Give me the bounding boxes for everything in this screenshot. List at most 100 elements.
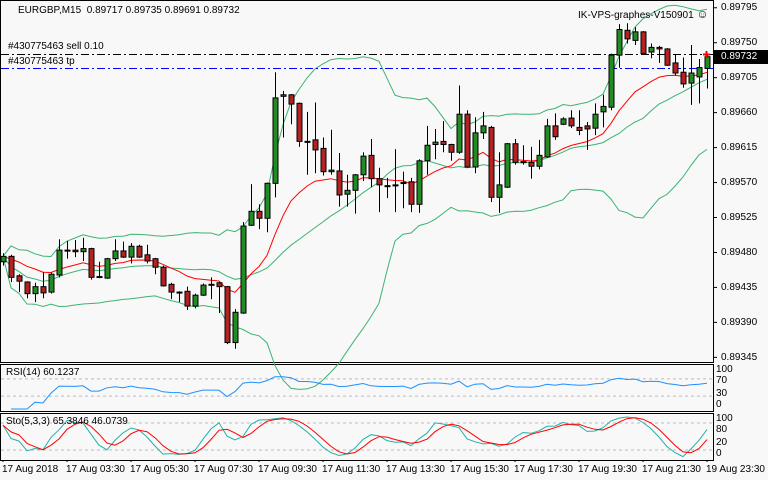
rsi-panel-frame bbox=[0, 364, 714, 412]
bearish-candle bbox=[656, 46, 663, 50]
bearish-candle bbox=[576, 126, 583, 132]
bullish-candle bbox=[112, 250, 119, 260]
bullish-candle bbox=[424, 144, 431, 162]
tp-label: #430775463 tp bbox=[8, 56, 75, 67]
bullish-candle bbox=[416, 160, 423, 205]
price-axis-label: 0.89435 bbox=[721, 281, 758, 293]
rsi-line bbox=[11, 376, 708, 410]
bullish-candle bbox=[344, 189, 351, 195]
bearish-candle bbox=[392, 184, 399, 187]
bullish-candle bbox=[560, 118, 567, 125]
bullish-candle bbox=[648, 46, 655, 53]
time-axis-label: 17 Aug 05:30 bbox=[130, 464, 189, 475]
price-axis-label: 0.89615 bbox=[721, 142, 758, 154]
bearish-candle bbox=[72, 249, 79, 253]
bullish-candle bbox=[384, 185, 391, 188]
bollinger-upper-band bbox=[2, 4, 708, 258]
sell-order-label: #430775463 sell 0.10 bbox=[8, 41, 104, 52]
bearish-candle bbox=[256, 210, 263, 219]
bullish-candle bbox=[400, 182, 407, 185]
bearish-candle bbox=[288, 94, 295, 105]
bearish-candle bbox=[8, 255, 15, 278]
bullish-candle bbox=[432, 141, 439, 145]
symbol-header: EURGBP,M15 0.89717 0.89735 0.89691 0.897… bbox=[18, 5, 240, 17]
bullish-candle bbox=[480, 125, 487, 134]
bearish-candle bbox=[528, 161, 535, 167]
rsi-scale-label: 100 bbox=[716, 364, 733, 375]
bearish-candle bbox=[664, 48, 671, 66]
smiley-face-icon[interactable]: ☺ bbox=[696, 7, 709, 21]
bullish-candle bbox=[0, 255, 7, 263]
bearish-candle bbox=[312, 139, 319, 151]
bullish-candle bbox=[704, 56, 711, 69]
time-axis-label: 17 Aug 19:30 bbox=[578, 464, 637, 475]
bearish-candle bbox=[224, 286, 231, 344]
time-axis-label: 17 Aug 2018 bbox=[2, 464, 59, 475]
bullish-candle bbox=[600, 105, 607, 113]
bullish-candle bbox=[56, 249, 63, 276]
bearish-candle bbox=[152, 258, 159, 268]
bearish-candle bbox=[208, 283, 215, 286]
sell-arrow-icon bbox=[703, 51, 710, 58]
bullish-candle bbox=[104, 258, 111, 279]
bearish-candle bbox=[336, 170, 343, 196]
bearish-candle bbox=[584, 125, 591, 130]
bearish-candle bbox=[520, 161, 527, 164]
time-axis-label: 17 Aug 11:30 bbox=[322, 464, 381, 475]
price-axis-label: 0.89705 bbox=[721, 72, 758, 84]
bullish-candle bbox=[632, 31, 639, 41]
bullish-candle bbox=[128, 245, 135, 258]
bullish-candle bbox=[328, 169, 335, 173]
bullish-candle bbox=[544, 125, 551, 158]
bearish-candle bbox=[136, 245, 143, 258]
bearish-candle bbox=[320, 147, 327, 173]
bullish-candle bbox=[32, 286, 39, 295]
bearish-candle bbox=[120, 250, 127, 258]
time-axis-label: 17 Aug 21:30 bbox=[642, 464, 701, 475]
bullish-candle bbox=[80, 248, 87, 253]
bearish-candle bbox=[144, 254, 151, 262]
bearish-candle bbox=[88, 248, 95, 278]
stochastic-scale-label: 0 bbox=[716, 448, 722, 459]
time-axis-label: 17 Aug 17:30 bbox=[514, 464, 573, 475]
bullish-candle bbox=[352, 174, 359, 191]
bearish-candle bbox=[488, 126, 495, 198]
bearish-candle bbox=[464, 113, 471, 168]
price-axis-label: 0.89345 bbox=[721, 351, 758, 363]
chart-canvas bbox=[0, 0, 717, 462]
bullish-candle bbox=[536, 154, 543, 167]
price-axis-label: 0.89750 bbox=[721, 37, 758, 49]
stochastic-label: Sto(5,3,3) 65.3846 46.0739 bbox=[6, 416, 128, 427]
price-axis-label: 0.89660 bbox=[721, 107, 758, 119]
bearish-candle bbox=[176, 291, 183, 294]
time-axis-label: 17 Aug 13:30 bbox=[386, 464, 445, 475]
bullish-candle bbox=[608, 54, 615, 108]
price-axis-label: 0.89525 bbox=[721, 212, 758, 223]
main-panel-frame bbox=[0, 0, 714, 363]
stochastic-main-line bbox=[2, 416, 708, 458]
bearish-candle bbox=[408, 181, 415, 205]
time-axis-label: 17 Aug 03:30 bbox=[66, 464, 125, 475]
price-axis-label: 0.89480 bbox=[721, 246, 758, 258]
bid-price-label: 0.89732 bbox=[714, 50, 768, 64]
bearish-candle bbox=[160, 266, 167, 287]
ohlc-readout: 0.89717 0.89735 0.89691 0.89732 bbox=[86, 5, 240, 16]
bearish-candle bbox=[512, 143, 519, 163]
bullish-candle bbox=[264, 182, 271, 219]
symbol-timeframe: EURGBP,M15 bbox=[18, 5, 82, 16]
bearish-candle bbox=[672, 62, 679, 74]
rsi-scale-label: 0 bbox=[716, 399, 722, 410]
bearish-candle bbox=[184, 290, 191, 307]
bearish-candle bbox=[64, 249, 71, 252]
bearish-candle bbox=[96, 276, 103, 279]
rsi-scale-label: 70 bbox=[716, 375, 728, 386]
bullish-candle bbox=[200, 284, 207, 296]
stochastic-panel-frame bbox=[0, 413, 714, 461]
ea-name: IK-VPS-graphes-V150901 bbox=[578, 10, 694, 21]
bearish-candle bbox=[368, 154, 375, 180]
time-axis-label: 17 Aug 09:30 bbox=[258, 464, 317, 475]
ea-name-label: IK-VPS-graphes-V150901 ☺ bbox=[578, 8, 709, 22]
time-axis-label: 17 Aug 07:30 bbox=[194, 464, 253, 475]
stochastic-scale-label: 80 bbox=[716, 424, 728, 435]
bearish-candle bbox=[624, 29, 631, 40]
